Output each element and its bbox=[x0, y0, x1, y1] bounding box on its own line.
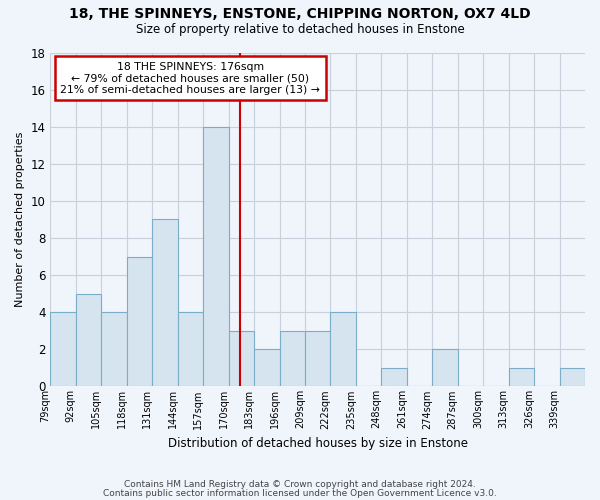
Bar bbox=[560, 368, 585, 386]
Bar bbox=[254, 350, 280, 387]
Bar bbox=[76, 294, 101, 386]
Bar bbox=[229, 330, 254, 386]
Text: Contains public sector information licensed under the Open Government Licence v3: Contains public sector information licen… bbox=[103, 489, 497, 498]
Text: 18 THE SPINNEYS: 176sqm
← 79% of detached houses are smaller (50)
21% of semi-de: 18 THE SPINNEYS: 176sqm ← 79% of detache… bbox=[61, 62, 320, 95]
Bar bbox=[101, 312, 127, 386]
Bar bbox=[50, 312, 76, 386]
Text: 18, THE SPINNEYS, ENSTONE, CHIPPING NORTON, OX7 4LD: 18, THE SPINNEYS, ENSTONE, CHIPPING NORT… bbox=[69, 8, 531, 22]
Bar bbox=[432, 350, 458, 387]
Bar bbox=[280, 330, 305, 386]
Y-axis label: Number of detached properties: Number of detached properties bbox=[15, 132, 25, 307]
Text: Contains HM Land Registry data © Crown copyright and database right 2024.: Contains HM Land Registry data © Crown c… bbox=[124, 480, 476, 489]
Bar bbox=[127, 256, 152, 386]
Bar bbox=[305, 330, 331, 386]
Bar bbox=[178, 312, 203, 386]
Text: Size of property relative to detached houses in Enstone: Size of property relative to detached ho… bbox=[136, 22, 464, 36]
Bar bbox=[152, 220, 178, 386]
Bar bbox=[331, 312, 356, 386]
Bar bbox=[203, 126, 229, 386]
Bar bbox=[509, 368, 534, 386]
X-axis label: Distribution of detached houses by size in Enstone: Distribution of detached houses by size … bbox=[168, 437, 468, 450]
Bar bbox=[382, 368, 407, 386]
